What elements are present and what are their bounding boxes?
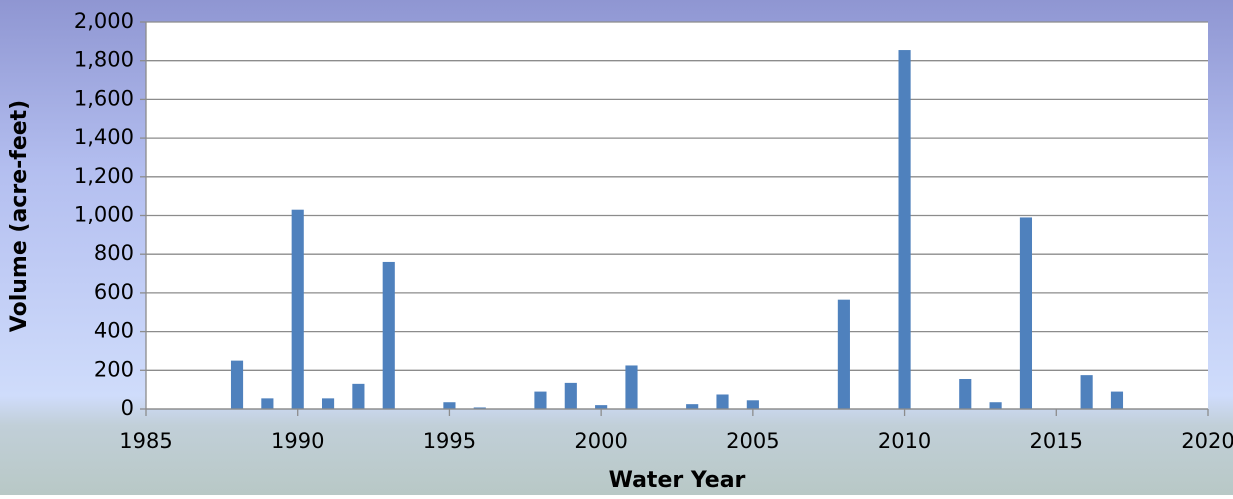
y-tick-label: 200 (94, 357, 134, 381)
bar (625, 365, 638, 409)
bar (746, 400, 759, 409)
bar (352, 383, 365, 409)
bar (382, 261, 395, 409)
y-tick-label: 1,000 (74, 203, 134, 227)
bar (261, 398, 274, 409)
bar (686, 404, 699, 409)
bar (989, 402, 1002, 409)
bar (443, 402, 456, 409)
x-tick-label: 1995 (423, 429, 476, 453)
bar (595, 405, 608, 409)
y-tick-label: 400 (94, 319, 134, 343)
x-tick-label: 2005 (726, 429, 779, 453)
bar (291, 209, 304, 409)
y-tick-label: 2,000 (74, 9, 134, 33)
bar (898, 50, 911, 410)
bar (1110, 391, 1124, 409)
y-axis-title: Volume (acre-feet) (7, 100, 32, 332)
x-tick-label: 2020 (1181, 429, 1233, 453)
bar (230, 360, 244, 409)
bar (473, 407, 486, 409)
y-tick-label: 1,800 (74, 48, 134, 72)
y-tick-label: 800 (94, 241, 134, 265)
x-tick-label: 2010 (878, 429, 931, 453)
x-tick-label: 1990 (271, 429, 324, 453)
bar (534, 391, 547, 409)
bar (1080, 375, 1093, 409)
bar (716, 394, 729, 409)
x-tick-label: 2000 (574, 429, 627, 453)
x-tick-label: 1985 (119, 429, 172, 453)
y-tick-label: 0 (121, 396, 134, 420)
bar (837, 299, 850, 409)
bar (1019, 217, 1033, 409)
bar (564, 382, 577, 409)
y-tick-label: 600 (94, 280, 134, 304)
x-tick-label: 2015 (1030, 429, 1083, 453)
y-tick-label: 1,400 (74, 125, 134, 149)
y-tick-label: 1,200 (74, 164, 134, 188)
x-axis-title: Water Year (609, 468, 746, 493)
bar (321, 398, 335, 409)
y-tick-label: 1,600 (74, 86, 134, 110)
bar (959, 379, 972, 409)
